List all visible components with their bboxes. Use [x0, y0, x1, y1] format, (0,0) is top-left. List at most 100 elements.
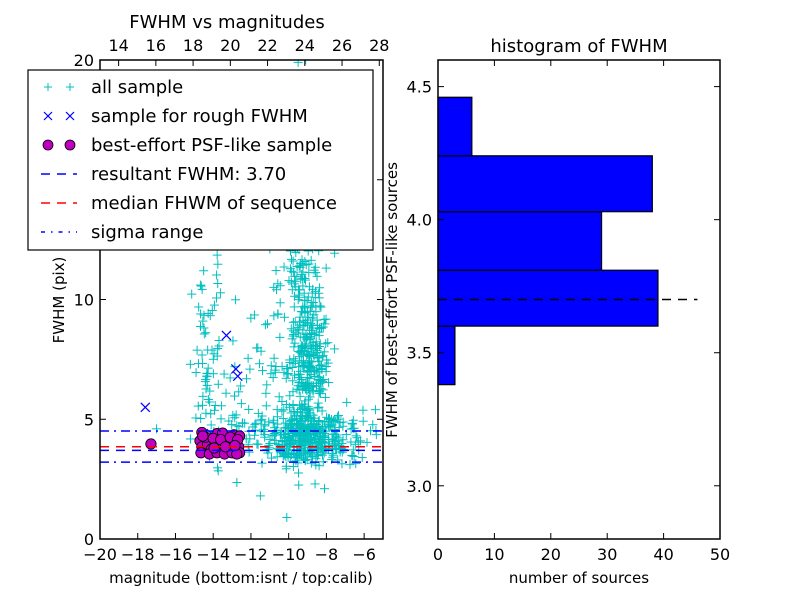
rough-fwhm-point	[140, 402, 151, 413]
top-x-tick-label: 28	[369, 36, 389, 55]
all-sample-point	[298, 452, 308, 462]
histogram-ticks: 0 10 20 30 40 50 3.0 3.5 4.0 4.5	[407, 60, 730, 564]
all-sample-point	[201, 408, 211, 418]
all-sample-point	[287, 414, 297, 424]
all-sample-point	[271, 266, 281, 276]
all-sample-point	[323, 338, 333, 348]
histogram-title: histogram of FWHM	[490, 36, 667, 57]
top-x-tick-label: 20	[220, 36, 240, 55]
all-sample-point	[295, 391, 305, 401]
all-sample-point	[252, 343, 262, 353]
rough-fwhm-point	[230, 364, 241, 374]
all-sample-point	[301, 60, 311, 65]
all-sample-point	[202, 371, 212, 381]
legend-entry: best-effort PSF-like sample	[42, 135, 332, 156]
all-sample-point	[213, 279, 223, 289]
y-tick-label: 0	[84, 530, 94, 549]
all-sample-point	[308, 386, 318, 396]
all-sample-point	[319, 347, 329, 357]
psf-like-point	[145, 438, 157, 450]
all-sample-point	[203, 394, 213, 404]
all-sample-point	[278, 413, 288, 423]
all-sample-point	[271, 430, 281, 440]
all-sample-point	[297, 255, 307, 265]
all-sample-point	[300, 296, 310, 306]
all-sample-point	[299, 288, 309, 298]
legend-entry: sigma range	[41, 222, 203, 243]
all-sample-point	[286, 415, 296, 425]
all-sample-point	[345, 460, 355, 470]
hist-x-tick-label: 10	[484, 545, 504, 564]
all-sample-point	[305, 373, 315, 383]
all-sample-point	[312, 367, 322, 377]
all-sample-point	[206, 420, 216, 430]
all-sample-point	[271, 361, 281, 371]
all-sample-point	[266, 361, 276, 371]
x-tick-label: −12	[234, 545, 268, 564]
all-sample-point	[304, 361, 314, 371]
all-sample-point	[192, 345, 202, 355]
all-sample-point	[185, 434, 195, 444]
all-sample-point	[282, 512, 292, 522]
all-sample-point	[231, 295, 241, 305]
all-sample-point	[320, 432, 330, 442]
legend-label: sigma range	[91, 222, 203, 243]
all-sample-point	[317, 406, 327, 416]
all-sample-point	[215, 288, 225, 298]
all-sample-point	[329, 344, 339, 354]
all-sample-point	[205, 386, 215, 396]
legend-label: sample for rough FWHM	[91, 106, 308, 127]
all-sample-point	[295, 356, 305, 366]
all-sample-point	[246, 313, 256, 323]
hist-x-tick-label: 20	[541, 545, 561, 564]
all-sample-point	[267, 431, 277, 441]
all-sample-point	[304, 352, 314, 362]
all-sample-point	[333, 414, 343, 424]
psf-like-point	[208, 442, 220, 454]
all-sample-point	[289, 267, 299, 277]
hist-x-tick-label: 50	[710, 545, 730, 564]
all-sample-point	[252, 439, 262, 449]
all-sample-point	[317, 450, 327, 460]
all-sample-point	[191, 368, 201, 378]
all-sample-point	[231, 410, 241, 420]
all-sample-point	[290, 453, 300, 463]
all-sample-point	[352, 433, 362, 443]
all-sample-point	[289, 406, 299, 416]
all-sample-point	[197, 358, 207, 368]
all-sample-point	[253, 408, 263, 418]
histogram-bar	[437, 155, 653, 213]
all-sample-point	[44, 83, 52, 91]
all-sample-point	[216, 414, 226, 424]
rough-fwhm-point	[43, 111, 53, 121]
all-sample-point	[272, 452, 282, 462]
all-sample-point	[304, 268, 314, 278]
all-sample-point	[302, 332, 312, 342]
all-sample-point	[305, 306, 315, 316]
all-sample-point	[312, 419, 322, 429]
all-sample-point	[330, 425, 340, 435]
all-sample-point	[348, 415, 358, 425]
all-sample-point	[238, 418, 248, 428]
all-sample-point	[205, 397, 215, 407]
all-sample-point	[321, 263, 331, 273]
all-sample-point	[287, 334, 297, 344]
all-sample-point	[328, 452, 338, 462]
all-sample-point	[291, 419, 301, 429]
all-sample-point	[303, 394, 313, 404]
all-sample-point	[306, 458, 316, 468]
all-sample-point	[294, 362, 304, 372]
all-sample-point	[206, 409, 216, 419]
all-sample-point	[334, 444, 344, 454]
all-sample-point	[324, 414, 334, 424]
all-sample-point	[283, 368, 293, 378]
all-sample-point	[347, 451, 357, 461]
all-sample-point	[269, 311, 279, 321]
all-sample-point	[274, 392, 284, 402]
all-sample-point	[349, 451, 359, 461]
all-sample-point	[333, 455, 343, 465]
all-sample-point	[302, 406, 312, 416]
all-sample-point	[279, 262, 289, 272]
all-sample-point	[197, 284, 207, 294]
y-tick-label: 5	[84, 410, 94, 429]
